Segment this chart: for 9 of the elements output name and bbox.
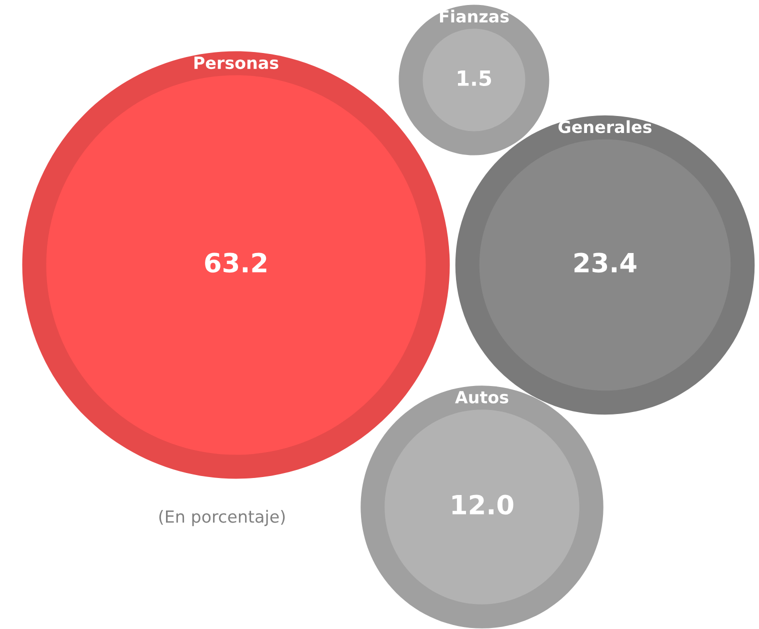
data-label: 1.5 xyxy=(458,70,491,86)
category-label: Personas xyxy=(194,56,278,70)
data-label: 23.4 xyxy=(574,252,636,273)
text: (En porcentaje) xyxy=(159,510,285,526)
category-label: Generales xyxy=(558,120,652,134)
data-label: 63.2 xyxy=(205,252,266,273)
category-label: Autos xyxy=(455,391,508,404)
data-label: 12.0 xyxy=(452,494,514,515)
category-label: Fianzas xyxy=(440,10,509,23)
